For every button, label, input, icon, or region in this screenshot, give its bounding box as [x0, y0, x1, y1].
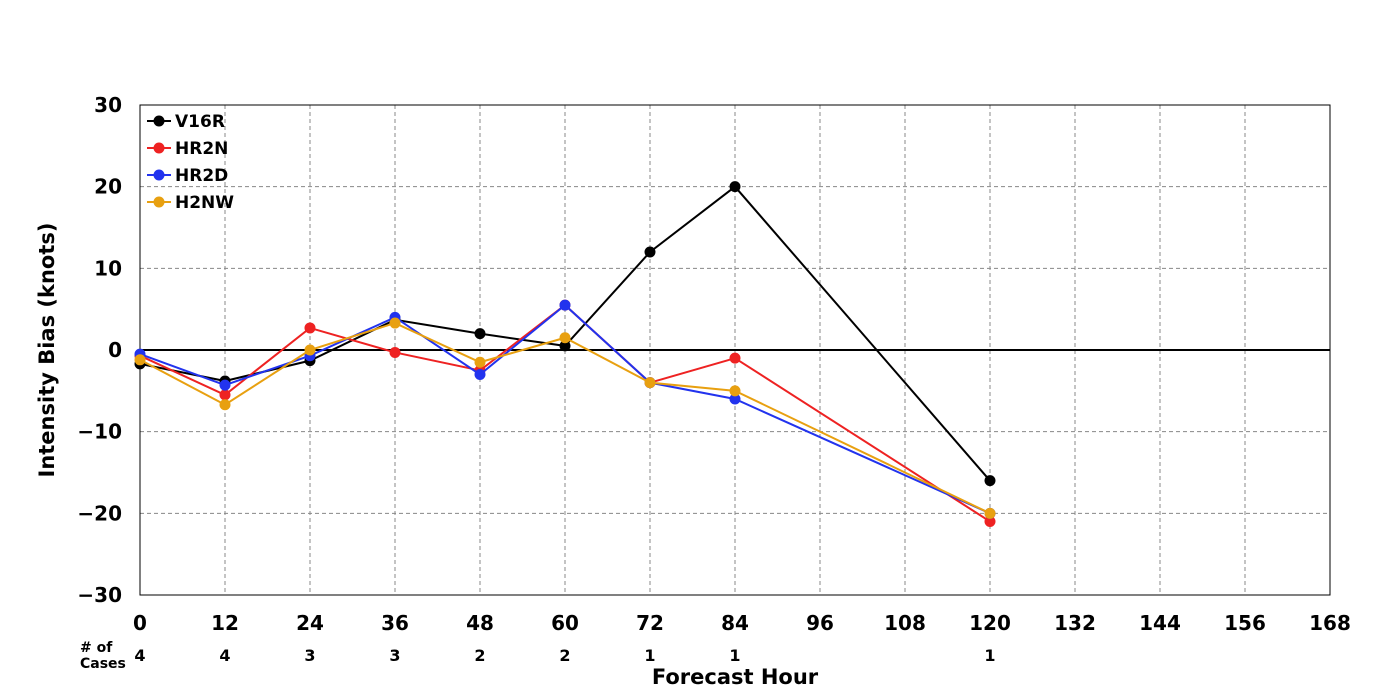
case-count: 4 [134, 646, 145, 665]
legend-label: HR2D [175, 166, 228, 186]
x-tick-label: 96 [806, 611, 834, 635]
y-tick-label: 30 [94, 93, 122, 117]
cases-row: # of Cases 4 4 3 3 2 2 1 1 1 [80, 640, 996, 672]
y-tick-label: −10 [77, 420, 122, 444]
data-point-h2nw [304, 344, 316, 356]
legend-swatch-marker [153, 196, 165, 208]
y-tick-label: 10 [94, 256, 122, 280]
cases-label-line1: # of [80, 640, 113, 656]
x-tick-label: 60 [551, 611, 579, 635]
case-count: 3 [389, 646, 400, 665]
data-point-hr2d [729, 393, 741, 405]
data-point-hr2d [474, 369, 486, 380]
x-tick-label: 120 [969, 611, 1011, 635]
case-count: 1 [984, 646, 995, 665]
data-point-h2nw [984, 507, 996, 519]
data-point-v16r [729, 181, 741, 193]
legend-item-h2nw: H2NW [147, 193, 234, 213]
data-point-hr2d [219, 379, 231, 391]
case-count: 4 [219, 646, 230, 665]
data-point-h2nw [559, 332, 571, 344]
data-point-v16r [559, 340, 571, 352]
x-tick-label: 168 [1309, 611, 1351, 635]
series-layer [134, 181, 996, 527]
data-point-v16r [644, 246, 656, 258]
data-point-v16r [984, 475, 996, 487]
case-count: 3 [304, 646, 315, 665]
data-point-hr2n [219, 389, 231, 401]
case-count: 2 [474, 646, 485, 665]
x-tick-label: 144 [1139, 611, 1181, 635]
x-tick-label: 12 [211, 611, 239, 635]
data-point-hr2n [304, 322, 316, 334]
case-count: 1 [729, 646, 740, 665]
data-point-h2nw [729, 385, 741, 397]
legend-item-hr2n: HR2N [147, 139, 228, 159]
x-tick-label: 24 [296, 611, 324, 635]
legend-label: V16R [175, 112, 225, 132]
x-tick-label: 36 [381, 611, 409, 635]
data-point-hr2d [559, 299, 571, 311]
x-tick-label: 156 [1224, 611, 1266, 635]
data-point-h2nw [474, 356, 486, 368]
x-tick-label: 0 [133, 611, 147, 635]
x-tick-label: 72 [636, 611, 664, 635]
data-point-h2nw [219, 399, 231, 411]
case-count: 2 [559, 646, 570, 665]
data-point-hr2n [729, 352, 741, 364]
legend-label: H2NW [175, 193, 234, 213]
legend-swatch-marker [153, 169, 165, 181]
legend-swatch-marker [153, 115, 165, 127]
data-point-h2nw [389, 317, 401, 329]
x-axis-title: Forecast Hour [652, 665, 819, 689]
data-point-hr2n [984, 516, 996, 527]
x-tick-label: 48 [466, 611, 494, 635]
y-tick-label: 20 [94, 175, 122, 199]
series-h2nw [134, 317, 996, 519]
y-tick-label: −20 [77, 501, 122, 525]
y-tick-label: 0 [108, 338, 122, 362]
x-tick-label: 84 [721, 611, 749, 635]
y-tick-label: −30 [77, 583, 122, 607]
cases-label-line2: Cases [80, 656, 126, 672]
legend-item-hr2d: HR2D [147, 166, 228, 186]
x-tick-labels: 0 12 24 36 48 60 72 84 96 108 120 132 144 156 168 [133, 611, 1351, 635]
legend-label: HR2N [175, 139, 228, 159]
legend: V16R HR2N HR2D H2NW [147, 112, 234, 213]
x-tick-label: 132 [1054, 611, 1096, 635]
case-count: 1 [644, 646, 655, 665]
data-point-v16r [474, 328, 486, 340]
legend-item-v16r: V16R [147, 112, 225, 132]
y-tick-labels: 30 20 10 0 −10 −20 −30 [77, 93, 122, 607]
y-axis-title: Intensity Bias (knots) [35, 223, 59, 478]
data-point-h2nw [134, 354, 146, 366]
x-tick-label: 108 [884, 611, 926, 635]
legend-swatch-marker [153, 142, 165, 154]
data-point-h2nw [644, 377, 656, 389]
data-point-hr2n [389, 346, 401, 358]
